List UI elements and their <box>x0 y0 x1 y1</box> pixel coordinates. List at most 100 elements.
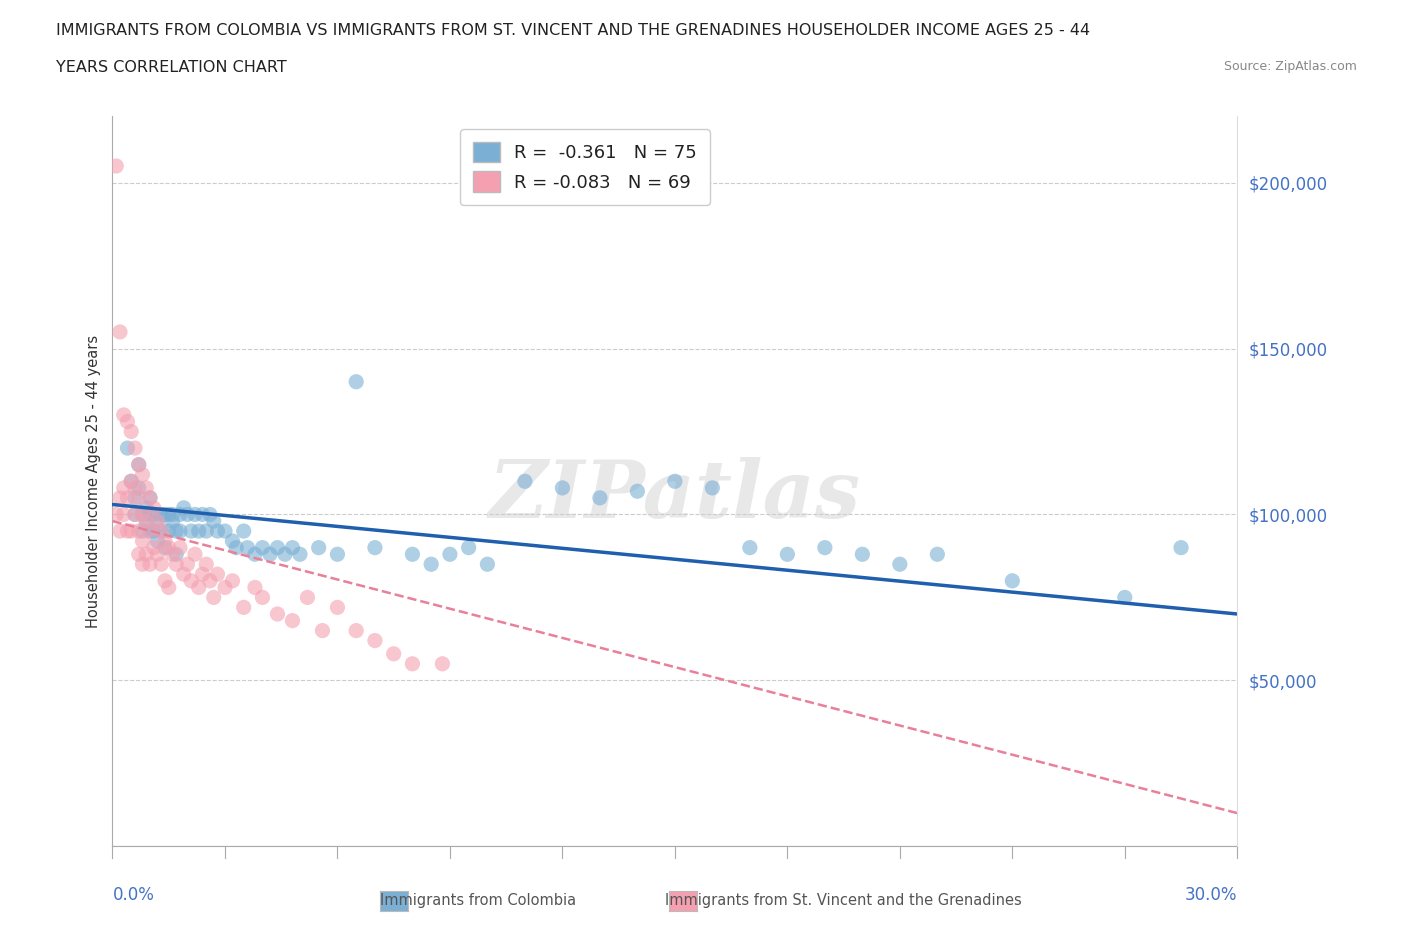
Point <box>364 540 387 555</box>
Point <box>432 657 454 671</box>
Point <box>382 646 405 661</box>
Point <box>128 490 150 505</box>
Point <box>198 574 221 589</box>
Text: YEARS CORRELATION CHART: YEARS CORRELATION CHART <box>56 60 287 75</box>
Point <box>738 540 761 555</box>
Point <box>120 474 142 489</box>
Point <box>139 557 162 572</box>
Point <box>131 534 153 549</box>
Point <box>457 540 479 555</box>
Point <box>128 524 150 538</box>
Point <box>221 574 243 589</box>
Point <box>173 566 195 581</box>
Point <box>364 633 387 648</box>
Point <box>180 574 202 589</box>
Point <box>112 507 135 522</box>
Point <box>626 484 648 498</box>
Point <box>214 524 236 538</box>
Point <box>139 490 162 505</box>
Point <box>195 557 218 572</box>
Point <box>135 481 157 496</box>
Point <box>1114 590 1136 604</box>
Text: Source: ZipAtlas.com: Source: ZipAtlas.com <box>1223 60 1357 73</box>
Point <box>311 623 333 638</box>
Point <box>157 580 180 595</box>
Point <box>131 524 153 538</box>
Point <box>139 524 162 538</box>
Point <box>252 540 274 555</box>
Point <box>191 566 214 581</box>
Point <box>165 524 187 538</box>
Point <box>551 481 574 496</box>
Point <box>165 557 187 572</box>
Point <box>477 557 499 572</box>
Y-axis label: Householder Income Ages 25 - 44 years: Householder Income Ages 25 - 44 years <box>86 335 101 628</box>
Point <box>664 474 686 489</box>
Point <box>139 524 162 538</box>
Point <box>105 159 128 174</box>
Point <box>243 547 266 562</box>
Point <box>344 623 367 638</box>
Point <box>146 534 169 549</box>
Point <box>128 481 150 496</box>
Point <box>124 481 146 496</box>
Point <box>169 524 191 538</box>
Point <box>207 566 229 581</box>
Point <box>232 600 254 615</box>
Point <box>124 507 146 522</box>
Point <box>176 507 198 522</box>
Point <box>214 580 236 595</box>
Text: IMMIGRANTS FROM COLOMBIA VS IMMIGRANTS FROM ST. VINCENT AND THE GRENADINES HOUSE: IMMIGRANTS FROM COLOMBIA VS IMMIGRANTS F… <box>56 23 1091 38</box>
Point <box>112 481 135 496</box>
Point <box>243 580 266 595</box>
Point <box>195 524 218 538</box>
Point <box>252 590 274 604</box>
Point <box>191 507 214 522</box>
Point <box>117 414 139 429</box>
Point <box>259 547 281 562</box>
Point <box>131 507 153 522</box>
Point <box>108 325 131 339</box>
Text: Immigrants from St. Vincent and the Grenadines: Immigrants from St. Vincent and the Gren… <box>665 893 1022 908</box>
Point <box>117 441 139 456</box>
Point <box>117 524 139 538</box>
Point <box>105 507 128 522</box>
Point <box>162 547 184 562</box>
Point <box>120 474 142 489</box>
Point <box>142 507 165 522</box>
Point <box>128 458 150 472</box>
Point <box>128 547 150 562</box>
Point <box>889 557 911 572</box>
Point <box>120 424 142 439</box>
Point <box>344 374 367 389</box>
Point <box>281 540 304 555</box>
Point <box>157 540 180 555</box>
Point <box>124 490 146 505</box>
Point <box>176 557 198 572</box>
Point <box>187 580 209 595</box>
Point <box>187 524 209 538</box>
Point <box>146 547 169 562</box>
Point <box>202 513 225 528</box>
Point <box>135 513 157 528</box>
Point <box>153 507 176 522</box>
Point <box>128 458 150 472</box>
Point <box>131 507 153 522</box>
Point <box>150 507 173 522</box>
Point <box>142 500 165 515</box>
Point <box>135 513 157 528</box>
Point <box>135 500 157 515</box>
Point <box>927 547 949 562</box>
Point <box>124 441 146 456</box>
Point <box>173 500 195 515</box>
Point <box>274 547 297 562</box>
Point <box>401 547 423 562</box>
Point <box>420 557 443 572</box>
Point <box>146 513 169 528</box>
Point <box>139 507 162 522</box>
Point <box>266 540 288 555</box>
Point <box>120 524 142 538</box>
Point <box>142 524 165 538</box>
Point <box>281 613 304 628</box>
Point <box>169 540 191 555</box>
